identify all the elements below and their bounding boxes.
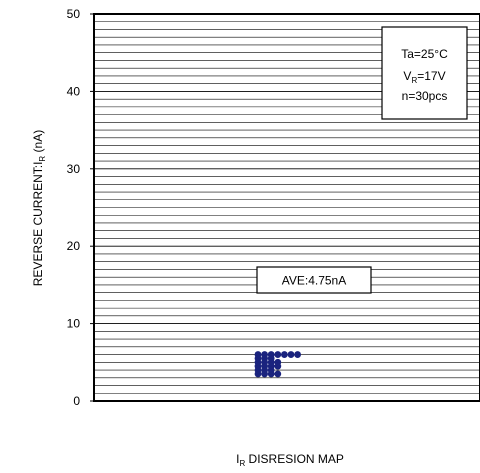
- y-tick-label: 10: [67, 317, 81, 331]
- y-axis-ticks: 0 10 20 30 40 50: [67, 7, 94, 408]
- condition-voltage: VR=17V: [403, 69, 445, 85]
- conditions-box: [381, 26, 468, 120]
- data-point: [274, 362, 282, 370]
- x-axis-label: IR DISRESION MAP: [236, 452, 344, 468]
- data-point: [261, 370, 268, 378]
- y-axis-label: REVERSE CURRENT:IR (nA): [31, 130, 47, 286]
- y-tick-label: 20: [67, 239, 81, 253]
- condition-sample-count: n=30pcs: [402, 89, 448, 103]
- y-tick-label: 40: [67, 84, 81, 98]
- data-point: [254, 370, 262, 378]
- average-box: [256, 266, 372, 294]
- y-tick-label: 50: [67, 7, 81, 21]
- y-tick-label: 30: [67, 162, 81, 176]
- data-point: [274, 351, 282, 358]
- data-point: [267, 370, 275, 378]
- y-tick-label: 0: [73, 394, 80, 408]
- plot-area: [93, 13, 480, 402]
- data-point: [294, 351, 301, 358]
- condition-temperature: Ta=25°C: [401, 47, 448, 61]
- data-point: [287, 351, 295, 358]
- data-point: [281, 351, 288, 358]
- data-points: [254, 351, 301, 378]
- average-label: AVE:4.75nA: [282, 274, 347, 288]
- data-point: [274, 370, 282, 378]
